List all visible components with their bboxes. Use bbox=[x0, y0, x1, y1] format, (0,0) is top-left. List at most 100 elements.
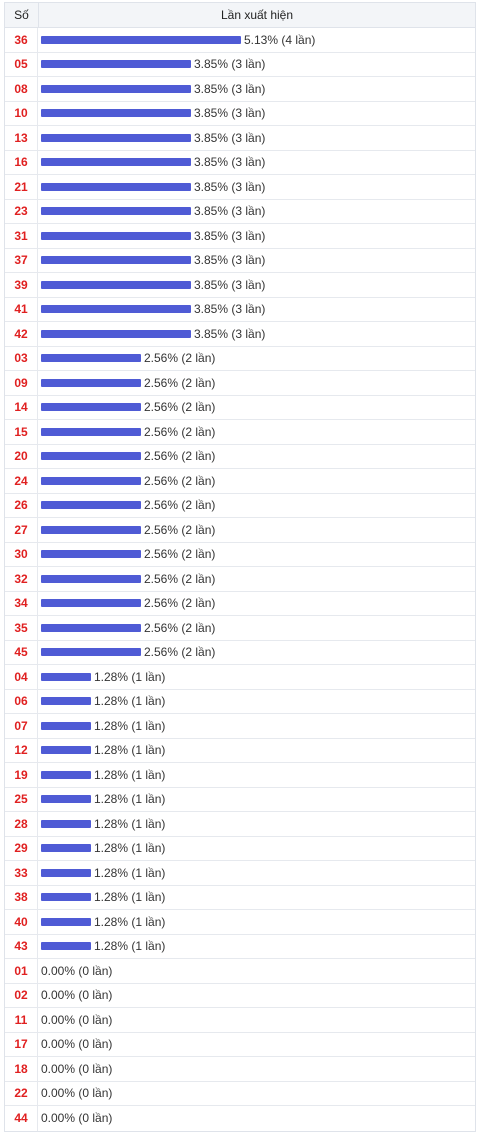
table-header: Số Lần xuất hiện bbox=[5, 3, 475, 28]
frequency-label: 1.28% (1 lần) bbox=[94, 743, 166, 758]
row-number: 36 bbox=[5, 28, 38, 52]
frequency-table: Số Lần xuất hiện 36 5.13% (4 lần) 05 3.85% … bbox=[4, 2, 476, 1132]
frequency-bar bbox=[41, 182, 191, 191]
frequency-bar bbox=[41, 60, 191, 69]
frequency-bar bbox=[41, 819, 91, 828]
frequency-label: 2.56% (2 lần) bbox=[144, 498, 216, 513]
row-number: 34 bbox=[5, 591, 38, 615]
row-number: 17 bbox=[5, 1032, 38, 1056]
row-number: 01 bbox=[5, 959, 38, 983]
row-number: 32 bbox=[5, 567, 38, 591]
table-row: 02 0.00% (0 lần) bbox=[5, 983, 475, 1008]
frequency-label: 3.85% (3 lần) bbox=[194, 228, 266, 243]
table-row: 38 1.28% (1 lần) bbox=[5, 885, 475, 910]
table-row: 08 3.85% (3 lần) bbox=[5, 77, 475, 102]
header-frequency: Lần xuất hiện bbox=[220, 8, 294, 22]
row-number: 24 bbox=[5, 469, 38, 493]
row-number: 12 bbox=[5, 738, 38, 762]
table-row: 17 0.00% (0 lần) bbox=[5, 1032, 475, 1057]
table-row: 15 2.56% (2 lần) bbox=[5, 420, 475, 445]
frequency-bar bbox=[41, 329, 191, 338]
row-number: 14 bbox=[5, 395, 38, 419]
table-row: 20 2.56% (2 lần) bbox=[5, 444, 475, 469]
frequency-label: 0.00% (0 lần) bbox=[41, 1061, 113, 1076]
frequency-label: 0.00% (0 lần) bbox=[41, 1086, 113, 1101]
table-row: 40 1.28% (1 lần) bbox=[5, 910, 475, 935]
frequency-label: 2.56% (2 lần) bbox=[144, 449, 216, 464]
table-row: 10 3.85% (3 lần) bbox=[5, 101, 475, 126]
frequency-label: 3.85% (3 lần) bbox=[194, 155, 266, 170]
frequency-cell: 1.28% (1 lần) bbox=[38, 714, 475, 738]
frequency-cell: 1.28% (1 lần) bbox=[38, 837, 475, 861]
row-number: 11 bbox=[5, 1008, 38, 1032]
row-number: 27 bbox=[5, 518, 38, 542]
frequency-label: 3.85% (3 lần) bbox=[194, 326, 266, 341]
frequency-label: 3.85% (3 lần) bbox=[194, 253, 266, 268]
frequency-cell: 3.85% (3 lần) bbox=[38, 126, 475, 150]
frequency-bar bbox=[41, 256, 191, 265]
frequency-bar bbox=[41, 305, 191, 314]
frequency-label: 2.56% (2 lần) bbox=[144, 522, 216, 537]
row-number: 42 bbox=[5, 322, 38, 346]
frequency-bar bbox=[41, 525, 141, 534]
table-row: 35 2.56% (2 lần) bbox=[5, 616, 475, 641]
frequency-bar bbox=[41, 84, 191, 93]
frequency-cell: 0.00% (0 lần) bbox=[38, 984, 475, 1008]
frequency-cell: 1.28% (1 lần) bbox=[38, 665, 475, 689]
row-number: 35 bbox=[5, 616, 38, 640]
frequency-cell: 2.56% (2 lần) bbox=[38, 592, 475, 616]
row-number: 19 bbox=[5, 763, 38, 787]
frequency-label: 3.85% (3 lần) bbox=[194, 81, 266, 96]
frequency-cell: 2.56% (2 lần) bbox=[38, 494, 475, 518]
frequency-cell: 0.00% (0 lần) bbox=[38, 959, 475, 983]
row-number: 08 bbox=[5, 77, 38, 101]
frequency-cell: 3.85% (3 lần) bbox=[38, 298, 475, 322]
frequency-label: 0.00% (0 lần) bbox=[41, 963, 113, 978]
table-row: 24 2.56% (2 lần) bbox=[5, 469, 475, 494]
frequency-cell: 2.56% (2 lần) bbox=[38, 396, 475, 420]
table-row: 22 0.00% (0 lần) bbox=[5, 1081, 475, 1106]
frequency-label: 3.85% (3 lần) bbox=[194, 106, 266, 121]
frequency-label: 1.28% (1 lần) bbox=[94, 694, 166, 709]
frequency-label: 3.85% (3 lần) bbox=[194, 179, 266, 194]
frequency-cell: 3.85% (3 lần) bbox=[38, 77, 475, 101]
frequency-bar bbox=[41, 427, 141, 436]
frequency-bar bbox=[41, 378, 141, 387]
frequency-cell: 2.56% (2 lần) bbox=[38, 347, 475, 371]
table-row: 32 2.56% (2 lần) bbox=[5, 567, 475, 592]
row-number: 40 bbox=[5, 910, 38, 934]
frequency-cell: 0.00% (0 lần) bbox=[38, 1057, 475, 1081]
frequency-cell: 3.85% (3 lần) bbox=[38, 249, 475, 273]
table-row: 31 3.85% (3 lần) bbox=[5, 224, 475, 249]
table-row: 41 3.85% (3 lần) bbox=[5, 297, 475, 322]
row-number: 20 bbox=[5, 444, 38, 468]
frequency-cell: 2.56% (2 lần) bbox=[38, 641, 475, 665]
frequency-bar bbox=[41, 158, 191, 167]
frequency-bar bbox=[41, 795, 91, 804]
table-row: 13 3.85% (3 lần) bbox=[5, 126, 475, 151]
row-number: 29 bbox=[5, 836, 38, 860]
frequency-label: 2.56% (2 lần) bbox=[144, 351, 216, 366]
header-number: Số bbox=[5, 3, 39, 27]
frequency-bar bbox=[41, 623, 141, 632]
frequency-bar bbox=[41, 109, 191, 118]
frequency-label: 3.85% (3 lần) bbox=[194, 130, 266, 145]
frequency-bar bbox=[41, 942, 91, 951]
frequency-label: 1.28% (1 lần) bbox=[94, 890, 166, 905]
table-row: 37 3.85% (3 lần) bbox=[5, 248, 475, 273]
table-row: 36 5.13% (4 lần) bbox=[5, 28, 475, 53]
frequency-bar bbox=[41, 354, 141, 363]
frequency-label: 0.00% (0 lần) bbox=[41, 1111, 113, 1126]
frequency-label: 0.00% (0 lần) bbox=[41, 988, 113, 1003]
frequency-cell: 2.56% (2 lần) bbox=[38, 469, 475, 493]
table-row: 05 3.85% (3 lần) bbox=[5, 52, 475, 77]
frequency-label: 2.56% (2 lần) bbox=[144, 547, 216, 562]
frequency-bar bbox=[41, 917, 91, 926]
frequency-bar bbox=[41, 574, 141, 583]
frequency-cell: 0.00% (0 lần) bbox=[38, 1033, 475, 1057]
frequency-label: 3.85% (3 lần) bbox=[194, 204, 266, 219]
table-row: 44 0.00% (0 lần) bbox=[5, 1106, 475, 1131]
table-body: 36 5.13% (4 lần) 05 3.85% (3 lần) 08 3.85% (3… bbox=[5, 28, 475, 1131]
frequency-cell: 2.56% (2 lần) bbox=[38, 518, 475, 542]
frequency-label: 2.56% (2 lần) bbox=[144, 620, 216, 635]
